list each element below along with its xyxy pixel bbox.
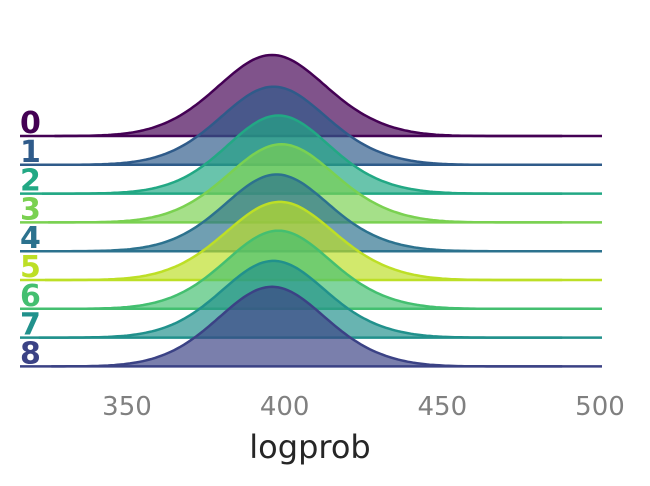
ridge-area-8: [51, 286, 563, 367]
row-label-5: 5: [20, 250, 41, 285]
ridge-series-8: [20, 285, 602, 368]
row-label-0: 0: [20, 106, 41, 141]
row-label-3: 3: [20, 192, 41, 227]
ridge-area-3: [48, 144, 563, 223]
row-label-8: 8: [20, 336, 41, 371]
row-label-6: 6: [20, 279, 41, 314]
ridge-area-6: [41, 230, 575, 309]
row-label-7: 7: [20, 308, 41, 343]
ridge-area-1: [60, 86, 566, 165]
x-tick-label: 500: [575, 392, 625, 422]
row-label-4: 4: [20, 221, 41, 256]
x-tick-label: 450: [418, 392, 468, 422]
ridges-group: [20, 53, 602, 368]
x-axis-title: logprob: [249, 428, 370, 466]
x-tick-label: 400: [260, 392, 310, 422]
row-label-2: 2: [20, 164, 41, 199]
x-ticks-group: 350 400 450 500: [102, 392, 625, 422]
row-label-1: 1: [20, 135, 41, 170]
x-tick-label: 350: [102, 392, 152, 422]
